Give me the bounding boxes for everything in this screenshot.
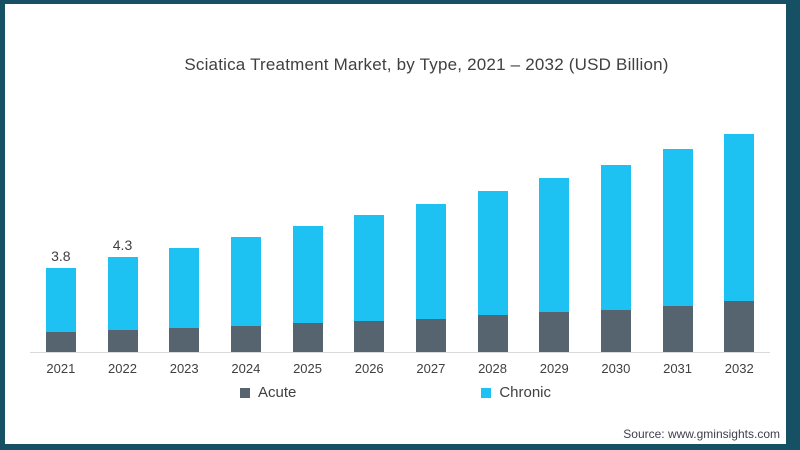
bar-segment-chronic xyxy=(169,248,200,328)
bar-group-2030 xyxy=(585,116,647,352)
x-axis-line xyxy=(30,352,770,353)
x-axis-label-2022: 2022 xyxy=(108,361,137,376)
bar-segment-chronic xyxy=(600,164,631,311)
x-axis-labels: 2021 2022 2023 2024 2025 2026 2027 2028 2029 2030… xyxy=(30,361,770,376)
bar-group-2023 xyxy=(153,116,215,352)
bar-segment-chronic xyxy=(292,226,323,324)
bar-segment-acute xyxy=(724,301,755,352)
bar-segment-chronic xyxy=(354,215,385,322)
x-axis-label-2023: 2023 xyxy=(169,361,199,376)
source-text: Source: www.gminsights.com xyxy=(623,427,780,441)
x-axis-label-2032: 2032 xyxy=(724,361,754,376)
legend-label: Acute xyxy=(257,384,297,401)
bar-segment-acute xyxy=(292,323,323,352)
bar-group-2024 xyxy=(215,116,277,352)
x-axis-label-2025: 2025 xyxy=(293,361,322,376)
bar-segment-acute xyxy=(230,325,261,352)
bar-segment-acute xyxy=(415,318,446,352)
legend-label: Chronic xyxy=(499,384,552,401)
legend: Acute Chronic xyxy=(5,384,786,401)
x-axis-label-2030: 2030 xyxy=(601,361,631,376)
legend-item-chronic: Chronic xyxy=(481,384,551,401)
bar-segment-chronic xyxy=(230,237,261,326)
bar-group-2029 xyxy=(523,116,585,352)
x-axis-label-2024: 2024 xyxy=(231,361,261,376)
x-axis-label-2031: 2031 xyxy=(663,361,693,376)
chart-title: Sciatica Treatment Market, by Type, 2021… xyxy=(184,55,669,74)
bar-segment-chronic xyxy=(415,204,446,319)
bar-segment-acute xyxy=(354,321,385,352)
bar-segment-acute xyxy=(45,332,76,352)
bar-segment-chronic xyxy=(724,133,755,302)
x-axis-label-2029: 2029 xyxy=(539,361,569,376)
bar-segment-acute xyxy=(169,327,200,352)
bar-group-2025 xyxy=(277,116,339,352)
bar-group-2031 xyxy=(647,116,709,352)
bar-value-label: 3.8 xyxy=(51,248,71,265)
legend-item-acute: Acute xyxy=(239,384,297,401)
bar-group-2022: 4.3 xyxy=(92,116,154,352)
x-axis-label-2027: 2027 xyxy=(416,361,446,376)
bars-container: 3.8 4.3 xyxy=(30,116,770,352)
bar-segment-acute xyxy=(477,314,508,352)
legend-swatch-chronic xyxy=(481,387,492,398)
bar-segment-acute xyxy=(539,312,570,352)
bar-segment-chronic xyxy=(107,257,138,330)
bar-segment-acute xyxy=(107,329,138,352)
bar-segment-chronic xyxy=(662,149,693,306)
bar-segment-chronic xyxy=(45,268,76,333)
bar-group-2021: 3.8 xyxy=(30,116,92,352)
bar-segment-chronic xyxy=(539,177,570,313)
bar-segment-acute xyxy=(600,310,631,352)
bar-segment-chronic xyxy=(477,191,508,315)
legend-swatch-acute xyxy=(239,387,250,398)
bar-value-label: 4.3 xyxy=(112,237,133,254)
x-axis-label-2026: 2026 xyxy=(354,361,384,376)
bar-group-2032 xyxy=(708,116,770,352)
bar-group-2026 xyxy=(338,116,400,352)
bar-group-2028 xyxy=(462,116,524,352)
x-axis-label-2021: 2021 xyxy=(46,361,76,376)
bar-segment-acute xyxy=(662,305,693,352)
x-axis-label-2028: 2028 xyxy=(478,361,507,376)
bar-group-2027 xyxy=(400,116,462,352)
